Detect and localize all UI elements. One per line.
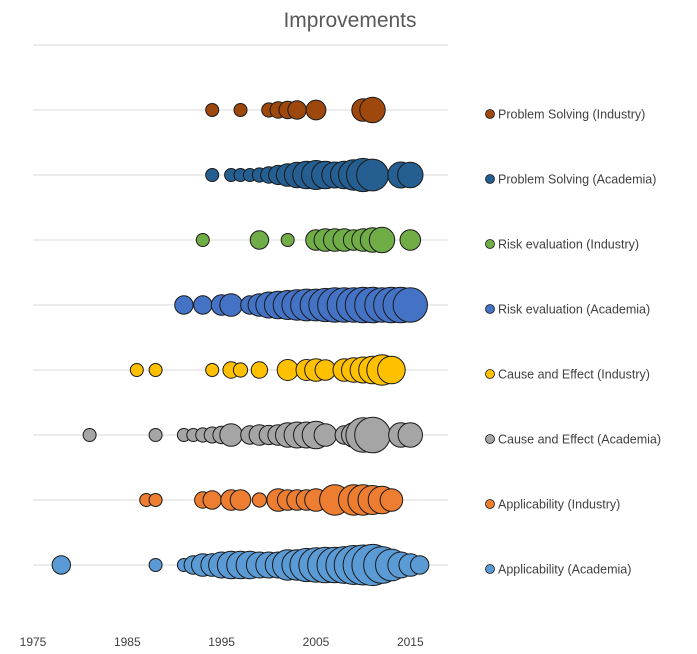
- bubble-point: [148, 558, 163, 572]
- series-row: [33, 354, 448, 386]
- legend-item: Applicability (Industry): [485, 498, 620, 512]
- legend-item: Applicability (Academia): [485, 563, 631, 577]
- bubble-point: [250, 361, 269, 379]
- bubble-point: [229, 489, 252, 511]
- bubble-point: [397, 422, 423, 448]
- legend-item: Problem Solving (Industry): [485, 108, 645, 122]
- legend-label: Applicability (Industry): [498, 498, 620, 512]
- bubble-point: [305, 99, 327, 121]
- legend-label: Cause and Effect (Industry): [498, 368, 650, 382]
- legend-marker: [485, 304, 495, 314]
- bubble-point: [129, 363, 144, 377]
- series-row: [33, 157, 448, 193]
- bubble-point: [359, 96, 386, 124]
- series-row: [33, 484, 448, 516]
- series-row: [33, 543, 448, 587]
- bubble-point: [287, 100, 307, 120]
- bubble-point: [410, 555, 430, 575]
- legend-marker: [485, 369, 495, 379]
- series-row: [33, 96, 448, 124]
- bubble-point: [233, 103, 248, 117]
- legend-marker: [485, 499, 495, 509]
- bubble-point: [148, 363, 163, 377]
- bubble-point: [354, 416, 391, 454]
- bubble-point: [276, 359, 299, 381]
- bubble-point: [205, 103, 220, 117]
- bubble-point: [193, 295, 213, 315]
- bubble-point: [356, 158, 389, 192]
- legend-label: Problem Solving (Industry): [498, 108, 645, 122]
- bubble-point: [195, 233, 210, 247]
- x-tick-label: 1975: [20, 635, 47, 649]
- bubble-point: [368, 226, 396, 254]
- legend: Problem Solving (Industry) Problem Solvin…: [485, 108, 661, 577]
- legend-marker: [485, 174, 495, 184]
- x-tick-label: 1995: [208, 635, 235, 649]
- bubble-point: [219, 423, 243, 447]
- bubble-point: [148, 428, 163, 442]
- legend-item: Cause and Effect (Academia): [485, 433, 661, 447]
- legend-label: Applicability (Academia): [498, 563, 631, 577]
- legend-label: Risk evaluation (Academia): [498, 303, 650, 317]
- bubble-point: [82, 428, 97, 442]
- bubble-point: [377, 355, 406, 385]
- legend-item: Risk evaluation (Academia): [485, 303, 650, 317]
- legend-marker: [485, 434, 495, 444]
- legend-marker: [485, 564, 495, 574]
- bubble-point: [251, 492, 267, 508]
- bubble-point: [313, 423, 338, 447]
- bubble-point: [148, 493, 163, 507]
- x-tick-label: 1985: [114, 635, 141, 649]
- bubble-point: [280, 233, 295, 247]
- bubble-point: [392, 287, 428, 323]
- bubble-point: [379, 488, 404, 512]
- legend-label: Risk evaluation (Industry): [498, 238, 639, 252]
- legend-item: Problem Solving (Academia): [485, 173, 656, 187]
- bubble-point: [397, 161, 424, 189]
- bubble-point: [51, 555, 71, 575]
- series-row: [33, 286, 448, 324]
- bubble-point: [174, 295, 194, 315]
- legend-item: Risk evaluation (Industry): [485, 238, 639, 252]
- bubble-point: [219, 293, 243, 317]
- bubble-point: [205, 168, 220, 182]
- series-rows: [33, 96, 448, 587]
- legend-marker: [485, 239, 495, 249]
- series-row: [33, 416, 448, 454]
- legend-label: Problem Solving (Academia): [498, 173, 656, 187]
- x-tick-label: 2005: [303, 635, 330, 649]
- bubble-point: [399, 229, 422, 251]
- legend-marker: [485, 109, 495, 119]
- bubble-point: [205, 363, 220, 377]
- x-tick-label: 2015: [397, 635, 424, 649]
- legend-item: Cause and Effect (Industry): [485, 368, 650, 382]
- x-axis-ticks: 1975 1985 1995 2005 2015: [20, 635, 424, 649]
- bubble-point: [249, 230, 270, 250]
- series-row: [33, 226, 448, 254]
- chart-title: Improvements: [283, 9, 416, 32]
- bubble-point: [202, 490, 222, 510]
- bubble-point: [232, 362, 249, 378]
- legend-label: Cause and Effect (Academia): [498, 433, 661, 447]
